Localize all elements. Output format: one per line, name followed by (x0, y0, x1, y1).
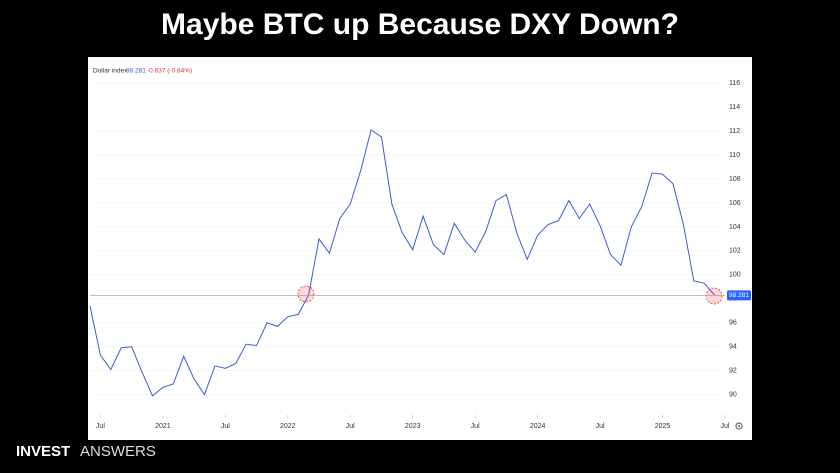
legend-value: 98.281 (126, 68, 146, 75)
y-tick-label: 90 (729, 391, 737, 398)
chart-panel (88, 57, 752, 440)
x-tick-label: Jul (596, 423, 605, 430)
highlight-circle (705, 287, 723, 305)
price-tag (727, 290, 751, 301)
y-tick-label: 92 (729, 368, 737, 375)
y-tick-label: 108 (729, 176, 741, 183)
x-tick-label: Jul (96, 423, 105, 430)
slide-title: Maybe BTC up Because DXY Down? (161, 8, 679, 41)
y-tick-label: 106 (729, 200, 741, 207)
y-tick-label: 110 (729, 152, 740, 159)
price-tag-label: 98.281 (729, 292, 749, 299)
x-tick-label: Jul (471, 423, 480, 430)
x-tick-label: 2025 (655, 423, 671, 430)
settings-icon[interactable] (735, 422, 743, 430)
x-tick-label: Jul (346, 423, 355, 430)
y-tick-label: 96 (729, 320, 737, 327)
y-tick-label: 114 (729, 104, 740, 111)
x-tick-label: Jul (221, 423, 230, 430)
x-tick-label: 2024 (530, 423, 546, 430)
x-tick-label: 2022 (280, 423, 296, 430)
y-tick-label: 116 (729, 80, 740, 87)
x-tick-label: Jul (721, 423, 730, 430)
brand-bold: INVEST (16, 443, 70, 460)
y-tick-label: 112 (729, 128, 740, 135)
legend-change: -0.837 (-0.84%) (147, 68, 192, 75)
brand-light: ANSWERS (80, 443, 156, 460)
y-tick-label: 100 (729, 272, 741, 279)
x-tick-label: 2021 (155, 423, 171, 430)
y-tick-label: 94 (729, 344, 737, 351)
y-tick-label: 102 (729, 248, 741, 255)
legend-name: Dollar index (93, 68, 128, 75)
x-tick-label: 2023 (405, 423, 421, 430)
dxy-line (89, 129, 715, 397)
y-tick-label: 104 (729, 224, 741, 231)
